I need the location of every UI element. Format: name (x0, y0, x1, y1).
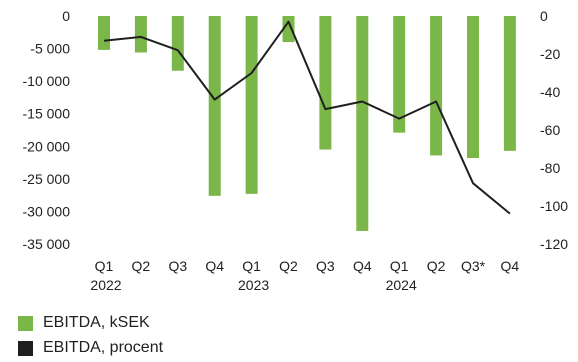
right-tick-label: -20 (540, 46, 560, 62)
bar (503, 16, 516, 151)
left-tick-label: -25 000 (23, 171, 71, 187)
left-tick-label: 0 (62, 8, 70, 24)
category-label: Q2 (279, 258, 298, 274)
category-label: Q2 (132, 258, 151, 274)
bar (134, 16, 147, 53)
year-label: 2022 (90, 277, 121, 293)
bar (171, 16, 184, 71)
bar (245, 16, 258, 194)
category-labels: Q1 Q2 Q3 Q4 Q1 Q2 Q3 Q4 Q1 Q2 Q3* Q4 (95, 258, 520, 274)
bar (282, 16, 295, 43)
right-tick-label: -80 (540, 160, 560, 176)
line-series (103, 20, 511, 215)
legend-swatch-line (18, 340, 33, 356)
bar (467, 16, 479, 159)
legend-swatch-bars (18, 315, 33, 331)
right-tick-label: 0 (540, 8, 548, 24)
left-axis-ticks: 0 -5 000 -10 000 -15 000 -20 000 -25 000 -30 0… (23, 8, 71, 252)
bar (393, 16, 406, 133)
bar (319, 16, 332, 150)
category-label: Q3* (461, 258, 486, 274)
category-label: Q1 (242, 258, 261, 274)
year-label: 2024 (386, 277, 417, 293)
left-tick-label: -20 000 (23, 138, 71, 154)
year-labels: 2022 2023 2024 (90, 277, 417, 293)
category-label: Q3 (316, 258, 335, 274)
legend-label-bars: EBITDA, kSEK (43, 314, 150, 331)
category-label: Q3 (168, 258, 187, 274)
category-label: Q2 (427, 258, 446, 274)
left-tick-label: -15 000 (23, 106, 71, 122)
bar-series (98, 16, 516, 231)
bar (356, 16, 369, 231)
legend-label-line: EBITDA, procent (43, 339, 164, 356)
left-tick-label: -30 000 (23, 203, 71, 219)
category-label: Q1 (390, 258, 409, 274)
category-label: Q4 (501, 258, 520, 274)
right-tick-label: -100 (540, 198, 568, 214)
left-tick-label: -10 000 (23, 73, 71, 89)
category-label: Q4 (353, 258, 372, 274)
line-path (103, 20, 511, 215)
right-tick-label: -40 (540, 84, 560, 100)
bar (430, 16, 443, 156)
left-tick-label: -5 000 (30, 41, 70, 57)
category-label: Q1 (95, 258, 114, 274)
legend-item-line: EBITDA, procent (18, 337, 163, 359)
category-label: Q4 (205, 258, 224, 274)
right-axis-ticks: 0 -20 -40 -60 -80 -100 -120 (540, 8, 568, 252)
year-label: 2023 (238, 277, 269, 293)
bar (98, 16, 110, 50)
left-tick-label: -35 000 (23, 236, 71, 252)
right-tick-label: -60 (540, 122, 560, 138)
legend: EBITDA, kSEK EBITDA, procent (18, 312, 163, 362)
legend-item-bars: EBITDA, kSEK (18, 312, 163, 334)
bar (208, 16, 221, 196)
right-tick-label: -120 (540, 236, 568, 252)
